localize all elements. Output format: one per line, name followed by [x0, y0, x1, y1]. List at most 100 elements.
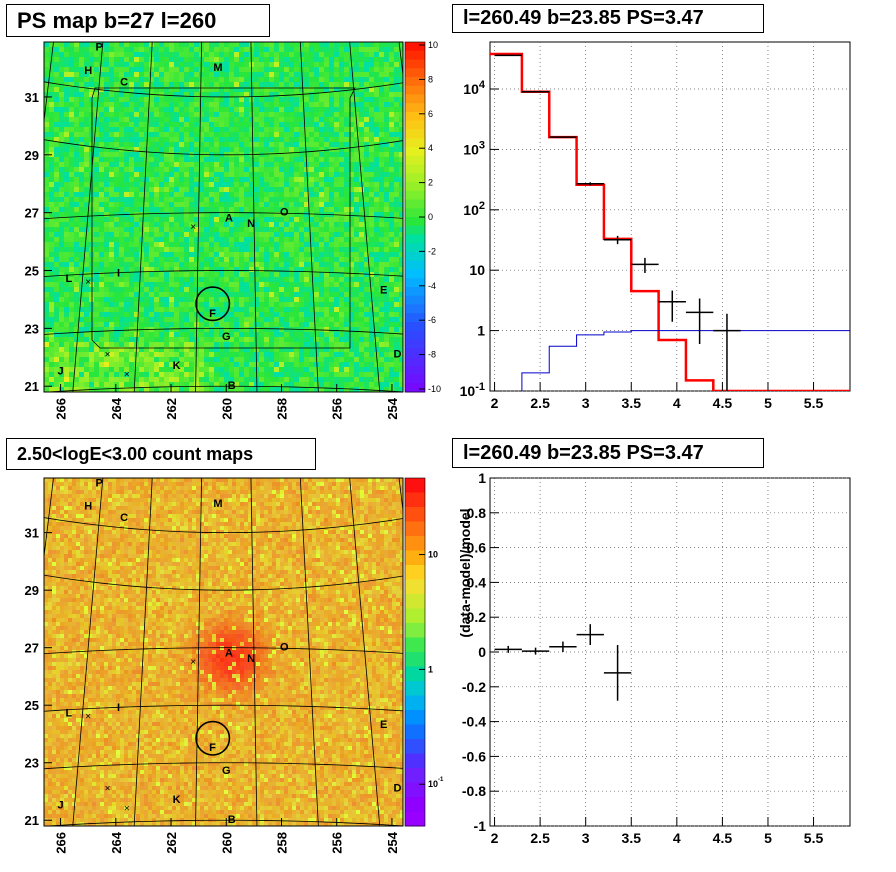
map-pixel-group-929	[120, 522, 124, 526]
map-pixel-group-2303	[296, 602, 300, 606]
y-tick-label: 27	[25, 206, 39, 221]
map-pixel-group-3614	[208, 694, 212, 698]
map-pixel-group-1351	[44, 546, 380, 734]
map-pixel-group-3112	[200, 658, 204, 662]
map-pixel-group-1741	[276, 566, 280, 570]
map-pixel-group-1863	[232, 574, 236, 578]
map-pixel-group-2107	[176, 590, 180, 594]
map-pixel-group-45	[224, 478, 228, 482]
map-pixel-group-180	[52, 486, 56, 490]
map-pixel-group-2001	[272, 582, 276, 586]
map-pixel-group-3987	[244, 726, 248, 730]
map-pixel-group-2586	[208, 622, 212, 626]
map-pixel-group-3450	[168, 682, 172, 686]
map-pixel-group-3442	[100, 682, 104, 686]
map-pixel-group-651	[304, 506, 308, 510]
map-pixel-group-4273	[56, 758, 60, 762]
map-pixel-group-634	[204, 506, 208, 510]
map-pixel-group-792	[212, 514, 216, 518]
map-pixel-group-2407	[244, 610, 248, 614]
map-pixel-group-1081	[112, 530, 116, 534]
map-pixel-group-4300	[336, 758, 340, 762]
map-pixel-group-4009	[44, 730, 48, 734]
map-pixel-group-1852	[176, 574, 180, 578]
map-pixel-group-2254	[360, 598, 364, 602]
map-pixel-group-461	[172, 498, 176, 502]
map-pixel-group-4205	[388, 746, 392, 750]
map-pixel-group-1205	[368, 534, 372, 538]
map-pixel-group-3643	[96, 698, 100, 702]
map-pixel-group-2149	[60, 594, 64, 598]
map-pixel-group-3771	[336, 706, 340, 710]
map-pixel-group-581	[332, 502, 336, 506]
map-pixel-group-443	[88, 498, 92, 502]
map-pixel-group-4161	[204, 742, 208, 746]
map-pixel-group-3354	[260, 674, 264, 678]
map-pixel-group-1317	[212, 542, 216, 546]
map-pixel-group-499	[336, 498, 340, 502]
map-pixel-group-3622	[248, 694, 252, 698]
map-pixel-group-1732	[228, 566, 232, 570]
map-pixel-group-2565	[92, 622, 96, 626]
map-pixel-group-1523	[160, 554, 164, 558]
map-pixel-group-170	[44, 67, 399, 382]
map-pixel-group-2853	[112, 642, 116, 646]
map-pixel-group-49	[240, 478, 244, 482]
map-pixel-group-962	[276, 522, 280, 526]
map-pixel-group-3986	[236, 726, 240, 730]
map-pixel-group-3512	[208, 686, 212, 690]
map-pixel-group-3918	[44, 722, 48, 726]
map-pixel-group-3789	[124, 710, 128, 714]
map-pixel-group-3727	[372, 702, 376, 706]
map-pixel-group-2859	[148, 642, 152, 646]
map-pixel-group-664	[360, 506, 364, 510]
source-label-F: F	[209, 308, 216, 320]
map-pixel-group-1152	[88, 534, 92, 538]
map-pixel-group-945	[204, 522, 208, 526]
map-pixel-group-3378	[396, 674, 400, 678]
map-pixel-group-519	[56, 502, 60, 506]
map-pixel-group-1121	[308, 530, 312, 534]
map-pixel-group-3764	[260, 706, 264, 710]
map-pixel-group-1245	[216, 538, 220, 542]
map-pixel-group-3511	[204, 686, 208, 690]
map-pixel-group-192	[44, 77, 399, 392]
map-pixel-group-1347	[388, 542, 392, 546]
map-pixel-group-3298	[268, 670, 272, 674]
map-pixel-group-2825	[256, 638, 260, 642]
map-pixel-group-1671	[240, 562, 244, 566]
map-pixel-group-4400	[200, 770, 204, 774]
map-pixel-group-1330	[292, 542, 296, 546]
map-pixel-group-4147	[80, 742, 84, 746]
map-pixel-group-3844	[236, 714, 240, 718]
map-pixel-group-4023	[168, 730, 172, 734]
map-pixel-group-1786	[160, 570, 164, 574]
map-pixel-group-4381	[388, 766, 392, 770]
map-pixel-group-1858	[208, 574, 212, 578]
map-pixel-group-2498	[96, 618, 100, 622]
map-pixel-group-2534	[288, 618, 292, 622]
map-pixel-group-3538	[336, 686, 340, 690]
map-pixel-group-4189	[192, 746, 196, 750]
map-pixel-group-1925	[180, 578, 208, 586]
map-pixel-group-3077	[320, 654, 324, 658]
map-pixel-group-3524	[256, 686, 260, 690]
map-pixel-group-3283	[208, 670, 212, 674]
map-pixel-group-781	[164, 514, 168, 518]
map-pixel-group-3631	[320, 694, 324, 698]
map-pixel-group-4246	[120, 754, 124, 758]
map-pixel-group-3596	[44, 694, 48, 698]
map-pixel-group-9	[80, 478, 84, 482]
map-pixel-group-4461	[172, 778, 176, 782]
map-pixel-group-26	[148, 478, 152, 482]
map-pixel-group-2410	[256, 610, 260, 614]
map-pixel-group-3288	[228, 670, 232, 674]
map-pixel-group-4423	[100, 774, 104, 778]
map-pixel-group-449	[112, 498, 116, 502]
map-pixel-group-306	[334, 307, 339, 312]
map-pixel-group-2291	[216, 602, 220, 606]
map-pixel-group-2333	[120, 606, 124, 610]
map-pixel-group-3399	[184, 678, 188, 682]
map-pixel-group-2381	[72, 610, 76, 614]
map-pixel-group-3452	[184, 682, 188, 686]
